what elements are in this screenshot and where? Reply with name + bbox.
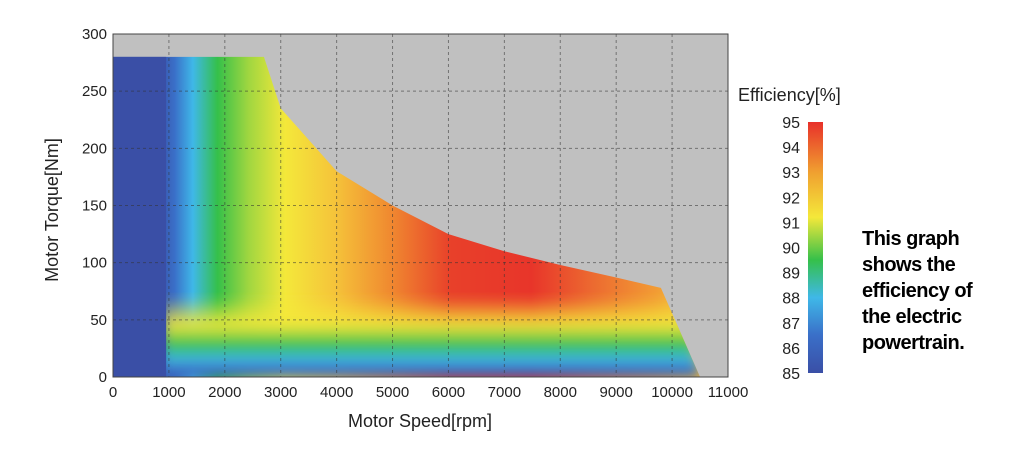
y-tick-label: 300 [82,26,107,43]
y-tick-label: 150 [82,198,107,215]
x-tick-label: 9000 [599,384,632,401]
y-tick-label: 250 [82,83,107,100]
x-axis-title: Motor Speed[rpm] [348,411,492,431]
colorbar [808,122,823,373]
x-tick-label: 8000 [544,384,577,401]
x-tick-label: 7000 [488,384,521,401]
colorbar-tick-label: 86 [782,341,800,358]
x-tick-label: 1000 [152,384,185,401]
colorbar-tick-label: 87 [782,316,800,333]
x-tick-label: 2000 [208,384,241,401]
y-tick-label: 100 [82,255,107,272]
low-torque-band [163,296,701,377]
x-tick-label: 4000 [320,384,353,401]
colorbar-tick-label: 91 [782,215,800,232]
colorbar-ticks: 95 94 93 92 91 90 89 88 87 86 85 [782,115,800,383]
x-tick-label: 0 [109,384,117,401]
colorbar-tick-label: 90 [782,241,800,258]
colorbar-tick-label: 92 [782,190,800,207]
colorbar-tick-label: 85 [782,366,800,383]
caption-line: powertrain. [862,332,965,354]
colorbar-tick-label: 88 [782,291,800,308]
y-tick-label: 50 [90,312,107,329]
y-axis: 0 50 100 150 200 250 300 [82,26,107,386]
caption-line: shows the [862,254,956,276]
colorbar-title: Efficiency[%] [738,85,841,105]
caption-line: This graph [862,228,960,250]
x-tick-label: 10000 [651,384,693,401]
x-tick-label: 5000 [376,384,409,401]
caption-line: efficiency of [862,280,973,302]
colorbar-tick-label: 93 [782,165,800,182]
caption-line: the electric [862,306,962,328]
x-axis: 0 1000 2000 3000 4000 5000 6000 7000 8000 9000 100… [109,384,748,401]
colorbar-tick-label: 95 [782,115,800,132]
y-axis-title: Motor Torque[Nm] [42,138,62,282]
y-tick-label: 200 [82,140,107,157]
y-tick-label: 0 [99,369,107,386]
x-tick-label: 6000 [432,384,465,401]
plot-frame [112,33,729,378]
x-tick-label: 3000 [264,384,297,401]
x-tick-label: 11000 [708,384,749,401]
grid-lines [113,34,728,377]
colorbar-tick-label: 94 [782,140,800,157]
colorbar-tick-label: 89 [782,266,800,283]
low-speed-zone [113,56,167,377]
side-caption: This graph shows the efficiency of the e… [862,226,1012,356]
